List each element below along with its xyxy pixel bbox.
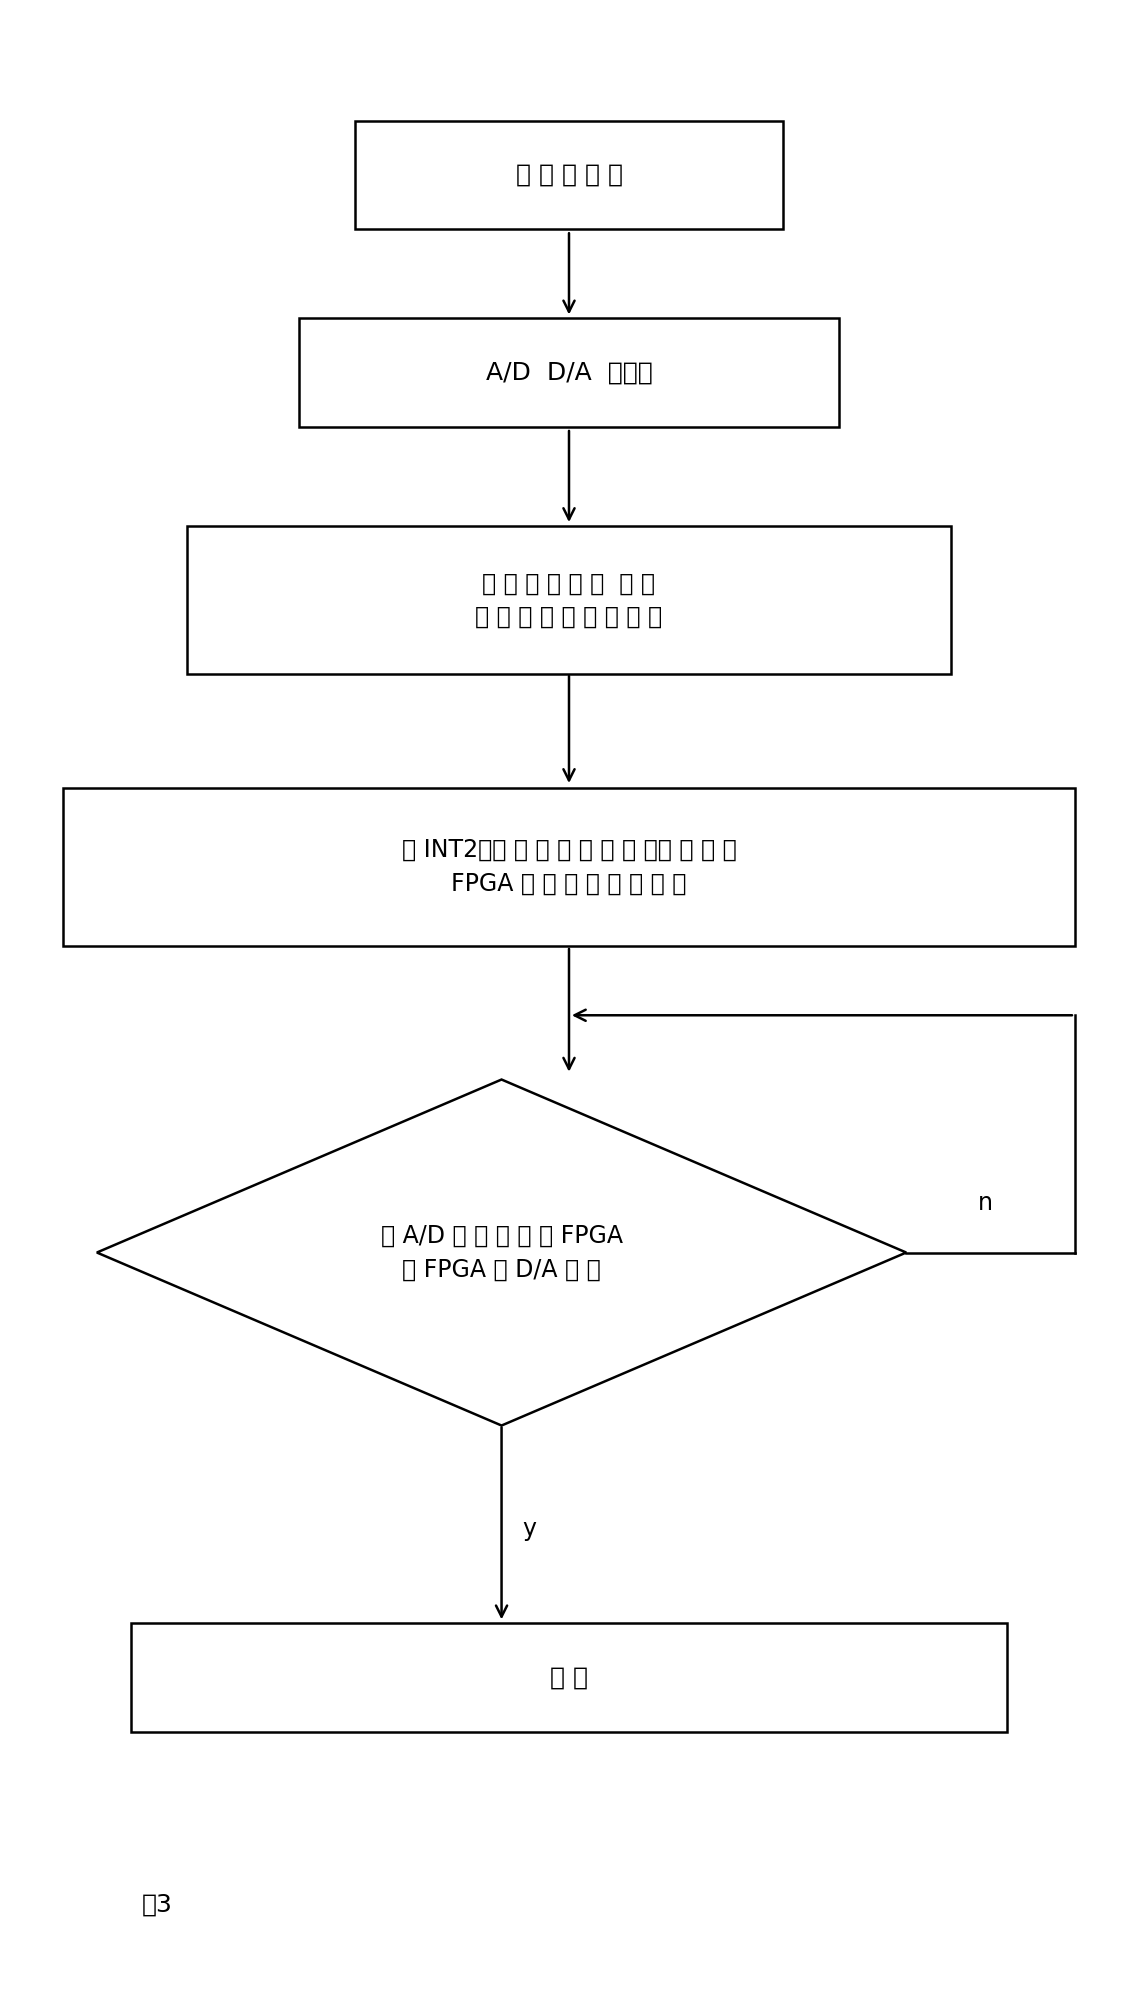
Polygon shape — [97, 1079, 906, 1426]
Text: 开 总 线 中 断 ，  接 收
总 线 上 来 的 协 议 数 据: 开 总 线 中 断 ， 接 收 总 线 上 来 的 协 议 数 据 — [476, 571, 662, 629]
Bar — [299, 319, 839, 428]
Text: 返 回: 返 回 — [550, 1666, 588, 1690]
Bar — [131, 1623, 1007, 1732]
Bar — [355, 121, 783, 229]
Bar — [63, 788, 1075, 946]
Text: n: n — [978, 1191, 992, 1215]
Text: 将 A/D 来 的 数 据 送 FPGA
或 FPGA 去 D/A 数 据: 将 A/D 来 的 数 据 送 FPGA 或 FPGA 去 D/A 数 据 — [380, 1224, 622, 1282]
Text: 系 统 初 始 化: 系 统 初 始 化 — [516, 163, 622, 187]
Text: A/D  D/A  初始化: A/D D/A 初始化 — [486, 360, 652, 384]
Text: y: y — [522, 1517, 537, 1541]
Bar — [187, 526, 951, 675]
Text: 开 INT2，第 一 次 解 析 协 议 ，保 存 并 向
FPGA 模 块 发 送 相 关 信 息: 开 INT2，第 一 次 解 析 协 议 ，保 存 并 向 FPGA 模 块 发… — [402, 838, 736, 896]
Text: 图3: 图3 — [142, 1893, 173, 1917]
